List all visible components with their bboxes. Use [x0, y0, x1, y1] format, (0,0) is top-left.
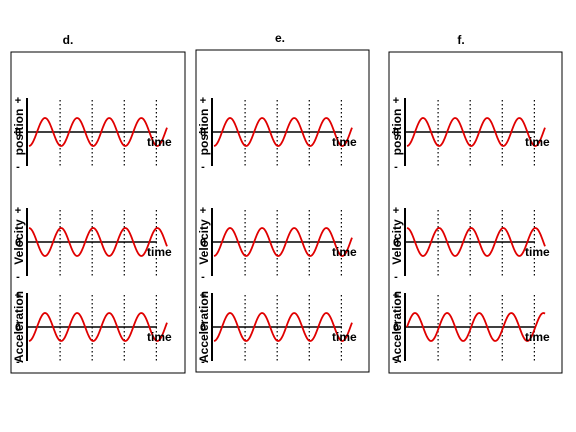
sine-curve: [406, 227, 546, 257]
x-axis-label: time: [332, 330, 357, 344]
x-axis-label: time: [147, 330, 172, 344]
sine-curve: [28, 227, 168, 257]
zero-label: 0: [15, 322, 21, 334]
plus-sign: +: [200, 290, 206, 302]
minus-sign: -: [201, 356, 205, 368]
minus-sign: -: [394, 271, 398, 283]
plus-sign: +: [393, 205, 399, 217]
plus-sign: +: [15, 95, 21, 107]
zero-label: 0: [200, 127, 206, 139]
y-axis-label: position: [390, 109, 404, 156]
zero-label: 0: [393, 237, 399, 249]
y-axis-label: Acceleration: [197, 291, 211, 363]
x-axis-label: time: [147, 245, 172, 259]
x-axis-label: time: [332, 135, 357, 149]
y-axis-label: Velocity: [390, 219, 404, 265]
x-axis-label: time: [525, 245, 550, 259]
y-axis-label: Velocity: [197, 219, 211, 265]
minus-sign: -: [16, 356, 20, 368]
zero-label: 0: [200, 322, 206, 334]
minus-sign: -: [394, 356, 398, 368]
plus-sign: +: [15, 290, 21, 302]
minus-sign: -: [16, 161, 20, 173]
y-axis-label: Acceleration: [12, 291, 26, 363]
x-axis-label: time: [525, 330, 550, 344]
plus-sign: +: [393, 95, 399, 107]
x-axis-label: time: [525, 135, 550, 149]
zero-label: 0: [393, 322, 399, 334]
panel-frame-2: [388, 51, 563, 374]
plus-sign: +: [15, 205, 21, 217]
minus-sign: -: [394, 161, 398, 173]
y-axis-label: Velocity: [12, 219, 26, 265]
panel-label: d.: [63, 33, 74, 47]
panel-label: e.: [275, 31, 285, 45]
sine-curve: [406, 117, 546, 147]
y-axis-label: position: [197, 109, 211, 156]
sine-curve: [28, 312, 168, 342]
minus-sign: -: [201, 271, 205, 283]
sine-curve: [213, 227, 353, 257]
plus-sign: +: [200, 205, 206, 217]
sine-curve: [28, 117, 168, 147]
sine-curve: [406, 312, 546, 342]
x-axis-label: time: [147, 135, 172, 149]
y-axis-label: position: [12, 109, 26, 156]
plus-sign: +: [393, 290, 399, 302]
sine-curve: [213, 312, 353, 342]
minus-sign: -: [16, 271, 20, 283]
zero-label: 0: [200, 237, 206, 249]
sine-curve: [213, 117, 353, 147]
plus-sign: +: [200, 95, 206, 107]
minus-sign: -: [201, 161, 205, 173]
zero-label: 0: [15, 237, 21, 249]
zero-label: 0: [15, 127, 21, 139]
panel-frame-1: [195, 49, 370, 373]
panel-label: f.: [457, 33, 464, 47]
panel-frame-0: [10, 51, 186, 374]
zero-label: 0: [393, 127, 399, 139]
y-axis-label: Acceleration: [390, 291, 404, 363]
x-axis-label: time: [332, 245, 357, 259]
